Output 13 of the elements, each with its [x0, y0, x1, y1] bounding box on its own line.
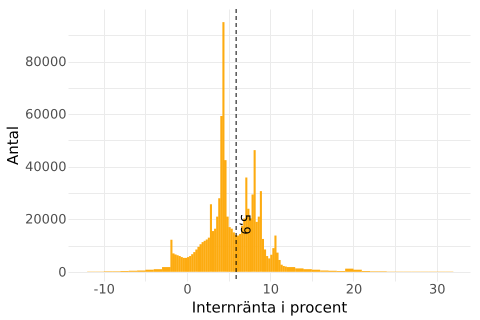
y-tick-label: 80000	[25, 55, 66, 70]
x-tick-label: 20	[346, 282, 362, 298]
ref-line-label: 5,9	[237, 214, 252, 235]
x-tick-label: -10	[94, 282, 115, 298]
x-tick-label: 10	[262, 282, 280, 298]
y-tick-label: 60000	[25, 108, 66, 123]
x-axis-title: Internränta i procent	[192, 298, 348, 316]
y-tick-label: 20000	[25, 212, 66, 228]
x-tick-label: 30	[428, 282, 446, 298]
y-axis-title: Antal	[4, 126, 22, 166]
y-tick-label: 0	[58, 265, 66, 280]
x-tick-label: 0	[183, 282, 192, 298]
y-tick-label: 40000	[25, 160, 66, 176]
